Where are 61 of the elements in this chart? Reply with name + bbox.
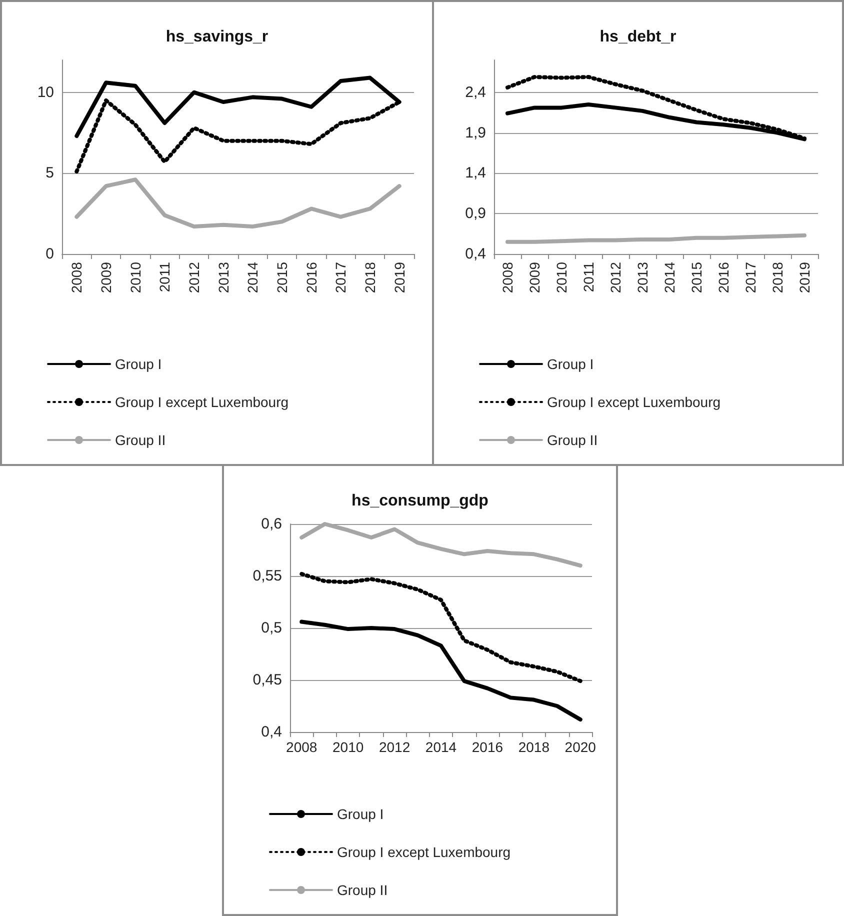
y-tick-label: 0,6	[261, 516, 282, 532]
x-tick-label: 2017	[742, 262, 758, 294]
x-tick-label: 2012	[378, 739, 410, 755]
x-tick-label: 2014	[425, 739, 457, 755]
x-tick-label: 2013	[634, 262, 650, 294]
legend-label: Group I except Luxembourg	[337, 844, 511, 860]
x-tick-label: 2011	[156, 262, 173, 292]
chart-title: hs_debt_r	[600, 28, 676, 46]
legend-label: Group I except Luxembourg	[547, 394, 721, 410]
x-tick-label: 2015	[688, 262, 704, 294]
legend-label: Group I	[547, 356, 594, 372]
legend-label: Group II	[115, 432, 166, 448]
x-tick-label: 2010	[127, 262, 144, 294]
line-series	[300, 572, 582, 684]
x-tick-label: 2014	[662, 262, 678, 294]
x-tick-label: 2016	[716, 262, 732, 294]
x-tick-label: 2008	[286, 739, 318, 755]
x-tick-label: 2015	[274, 262, 290, 294]
chart-title: hs_consump_gdp	[352, 492, 489, 510]
x-tick-label: 2012	[608, 262, 624, 294]
y-tick-label: 1,4	[465, 164, 486, 182]
x-tick-label: 2010	[554, 262, 570, 294]
x-tick-label: 2018	[518, 739, 550, 755]
x-tick-label: 2011	[580, 262, 596, 292]
x-tick-label: 2010	[332, 739, 364, 755]
x-tick-label: 2016	[303, 262, 320, 294]
x-tick-label: 2008	[500, 262, 516, 294]
y-tick-label: 0,4	[465, 246, 486, 262]
legend-label: Group II	[547, 432, 598, 448]
line-series	[300, 620, 582, 722]
x-tick-label: 2018	[362, 262, 378, 294]
y-tick-label: 0,55	[252, 568, 282, 584]
y-tick-label: 0,5	[261, 620, 282, 636]
y-tick-label: 0	[46, 246, 54, 262]
y-tick-label: 10	[37, 84, 54, 101]
x-tick-label: 2018	[770, 262, 786, 294]
y-tick-label: 2,4	[465, 84, 486, 101]
y-tick-label: 0,4	[261, 724, 282, 740]
x-tick-label: 2009	[526, 262, 542, 294]
x-tick-label: 2013	[215, 262, 232, 294]
x-tick-label: 2019	[391, 262, 408, 294]
x-tick-label: 2014	[244, 262, 261, 294]
x-tick-label: 2012	[186, 262, 202, 294]
line-series	[300, 522, 582, 568]
x-tick-label: 2009	[98, 262, 114, 294]
y-tick-label: 0,9	[465, 205, 486, 222]
legend-label: Group II	[337, 882, 388, 898]
x-tick-label: 2008	[68, 262, 85, 294]
chart-title: hs_savings_r	[166, 28, 268, 46]
legend-label: Group I	[337, 806, 384, 822]
x-tick-label: 2016	[472, 739, 504, 755]
legend-label: Group I except Luxembourg	[115, 394, 289, 410]
x-tick-label: 2017	[332, 262, 349, 294]
x-tick-label: 2020	[564, 739, 596, 755]
line-series	[74, 178, 402, 229]
line-series	[506, 233, 806, 244]
y-tick-label: 1,9	[465, 124, 486, 142]
x-tick-label: 2019	[796, 262, 812, 294]
y-tick-label: 0,45	[252, 672, 282, 688]
y-tick-label: 5	[46, 164, 54, 182]
legend-label: Group I	[115, 356, 162, 372]
